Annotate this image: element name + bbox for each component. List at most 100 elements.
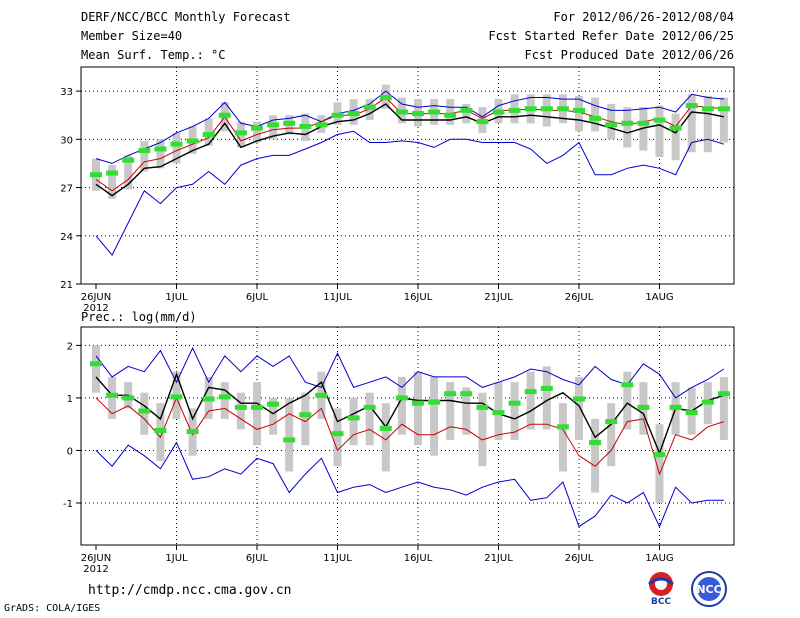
- temp-line-max: [95, 90, 724, 164]
- prec-obs-11: [267, 401, 280, 407]
- prec-obs-6: [186, 429, 199, 435]
- temp-obs-26: [508, 107, 521, 113]
- temp-obs-16: [347, 111, 360, 117]
- prec-box-33: [623, 371, 632, 430]
- prec-obs-34: [637, 404, 650, 410]
- temp-obs-38: [701, 106, 714, 112]
- temp-obs-4: [154, 146, 167, 152]
- prec-box-13: [301, 392, 310, 446]
- temp-obs-28: [540, 106, 553, 112]
- prec-box-20: [414, 371, 422, 446]
- temp-obs-27: [524, 106, 537, 112]
- temp-obs-30: [573, 107, 585, 113]
- prec-obs-7: [202, 396, 215, 402]
- temp-obs-0: [90, 172, 102, 178]
- temp-obs-31: [589, 115, 602, 121]
- temp-obs-11: [267, 122, 280, 128]
- prec-box-17: [365, 392, 374, 446]
- forecast-produced: Fcst Produced Date 2012/06/26: [524, 48, 734, 62]
- prec-obs-23: [460, 391, 473, 397]
- prec-box-16: [349, 397, 358, 446]
- ncc-logo: NCC: [686, 570, 732, 608]
- temp-plot-frame: [80, 66, 735, 285]
- prec-x-tick-label: 16JUL: [404, 553, 433, 564]
- prec-plot-frame: [80, 326, 735, 546]
- temp-obs-22: [444, 112, 457, 118]
- temp-box-39: [719, 97, 728, 143]
- temp-obs-25: [492, 109, 505, 115]
- prec-obs-14: [315, 392, 328, 398]
- prec-box-10: [253, 382, 261, 446]
- prec-obs-12: [283, 437, 296, 443]
- prec-box-32: [607, 403, 616, 467]
- temp-obs-18: [379, 95, 392, 101]
- prec-box-12: [285, 397, 294, 472]
- temp-box-36: [671, 113, 680, 161]
- temp-obs-8: [218, 112, 231, 118]
- temp-x-tick-label: 6JUL: [246, 292, 269, 303]
- prec-obs-9: [234, 404, 247, 410]
- temp-obs-13: [299, 123, 312, 129]
- temp-x-tick-label: 21JUL: [484, 292, 513, 303]
- temp-box-38: [703, 95, 712, 153]
- temp-obs-24: [476, 119, 489, 125]
- prec-obs-24: [476, 404, 489, 410]
- prec-y-tick-label: 0: [67, 446, 73, 457]
- prec-box-29: [558, 403, 567, 472]
- prec-obs-10: [251, 404, 263, 410]
- prec-obs-37: [685, 410, 698, 416]
- temp-line-median: [95, 96, 724, 192]
- temp-box-23: [462, 103, 471, 124]
- prec-obs-20: [412, 400, 424, 406]
- temp-obs-20: [412, 111, 424, 117]
- prec-obs-5: [170, 394, 183, 400]
- prec-x-tick-label: 26JUN: [81, 553, 111, 564]
- temp-obs-12: [283, 120, 296, 126]
- ncc-logo-text: NCC: [696, 583, 721, 596]
- temp-obs-21: [428, 109, 441, 115]
- prec-box-24: [478, 392, 487, 467]
- temp-box-2: [124, 155, 133, 190]
- prec-obs-18: [379, 425, 392, 431]
- prec-box-28: [542, 366, 551, 430]
- temp-obs-10: [251, 125, 263, 131]
- prec-y-tick-label: 2: [67, 341, 73, 352]
- temp-obs-39: [717, 106, 730, 112]
- prec-obs-1: [106, 392, 119, 398]
- temp-obs-14: [315, 122, 328, 128]
- temp-obs-23: [460, 107, 473, 113]
- prec-obs-2: [122, 395, 135, 401]
- temp-box-34: [639, 107, 648, 151]
- temp-y-tick-label: 33: [60, 87, 73, 98]
- prec-line-mean: [95, 372, 725, 456]
- prec-obs-15: [331, 431, 344, 437]
- prec-line-median: [95, 396, 725, 476]
- prec-box-27: [526, 371, 535, 430]
- prec-obs-31: [589, 440, 602, 446]
- source-url: http://cmdp.ncc.cma.gov.cn: [88, 583, 292, 598]
- temp-x-year-label: 2012: [83, 303, 108, 314]
- prec-box-26: [510, 382, 519, 440]
- prec-x-tick-label: 11JUL: [323, 553, 352, 564]
- temp-obs-3: [138, 148, 151, 154]
- prec-obs-39: [717, 391, 730, 397]
- temp-obs-36: [669, 125, 682, 131]
- temp-line-mean: [95, 103, 725, 197]
- prec-obs-38: [701, 399, 714, 405]
- temp-obs-15: [331, 112, 344, 118]
- temp-box-22: [446, 99, 455, 125]
- prec-obs-36: [669, 404, 682, 410]
- prec-box-3: [140, 392, 149, 435]
- temp-x-tick-label: 26JUL: [565, 292, 594, 303]
- prec-obs-29: [556, 424, 569, 430]
- prec-obs-27: [524, 389, 537, 395]
- prec-x-tick-label: 1AUG: [645, 553, 673, 564]
- temp-obs-1: [106, 170, 119, 176]
- prec-box-11: [269, 397, 278, 435]
- variable-label-temp: Mean Surf. Temp.: °C: [81, 48, 226, 62]
- temp-x-tick-label: 1JUL: [165, 292, 188, 303]
- prec-obs-0: [90, 361, 102, 367]
- prec-box-19: [397, 376, 406, 435]
- prec-box-30: [575, 376, 583, 440]
